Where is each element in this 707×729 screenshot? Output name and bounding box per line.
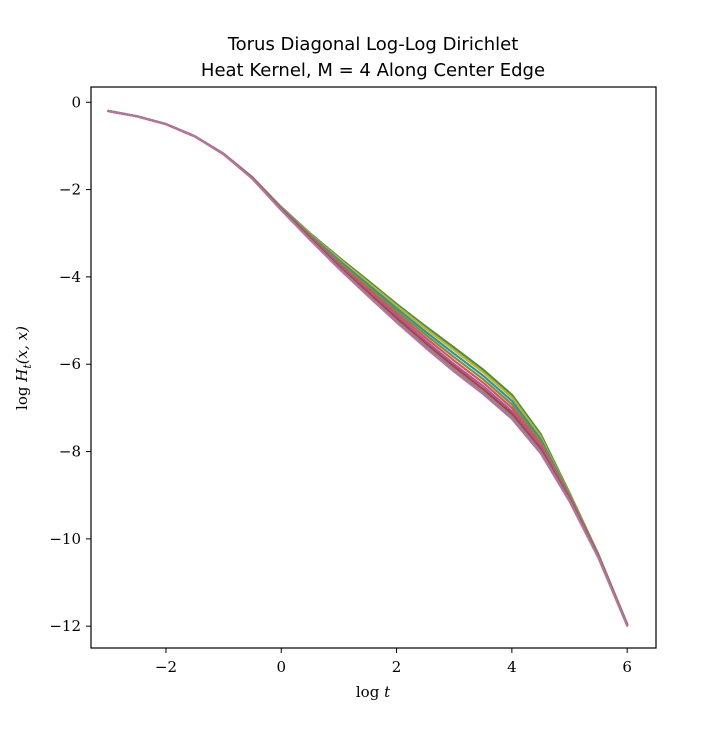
- x-tick-label: 4: [507, 658, 517, 676]
- y-tick-label: −6: [59, 355, 81, 373]
- chart-title-line-1: Torus Diagonal Log-Log Dirichlet: [227, 34, 519, 55]
- x-tick-label: −2: [155, 658, 177, 676]
- plot-frame: [90, 86, 657, 649]
- x-axis-label-var: t: [384, 683, 391, 701]
- x-tick-label: 0: [276, 658, 286, 676]
- x-tick-label: 2: [392, 658, 402, 676]
- y-tick-label: −2: [59, 181, 81, 199]
- y-axis-label-args: (x, x): [13, 326, 31, 364]
- y-axis-label-log: log: [13, 386, 31, 410]
- y-tick-label: −4: [59, 268, 81, 286]
- series-line-4: [107, 109, 629, 626]
- series-line-5: [107, 109, 629, 627]
- y-tick-label: −10: [49, 530, 81, 548]
- y-axis-label: log Ht(x, x): [13, 326, 34, 410]
- y-tick-label: 0: [71, 93, 81, 111]
- x-axis-label: log t: [356, 683, 391, 701]
- series-line-8: [107, 109, 629, 627]
- series-lines: [107, 109, 629, 627]
- series-line-1: [107, 109, 629, 626]
- y-axis-label-var: H: [13, 368, 31, 383]
- series-line-9: [107, 109, 629, 627]
- series-line-6: [107, 109, 629, 627]
- series-line-7: [107, 109, 629, 627]
- y-tick-label: −12: [49, 617, 81, 635]
- series-line-3: [107, 109, 629, 626]
- chart-title-line-2: Heat Kernel, M = 4 Along Center Edge: [201, 60, 545, 81]
- x-tick-label: 6: [622, 658, 632, 676]
- x-axis-ticks: −2 0 2 4 6: [155, 648, 632, 676]
- series-line-2: [107, 109, 629, 626]
- x-axis-label-log: log: [356, 683, 380, 701]
- y-axis-ticks: 0 −2 −4 −6 −8 −10 −12: [49, 93, 91, 635]
- y-axis-label-subscript: t: [21, 364, 34, 369]
- y-tick-label: −8: [59, 443, 81, 461]
